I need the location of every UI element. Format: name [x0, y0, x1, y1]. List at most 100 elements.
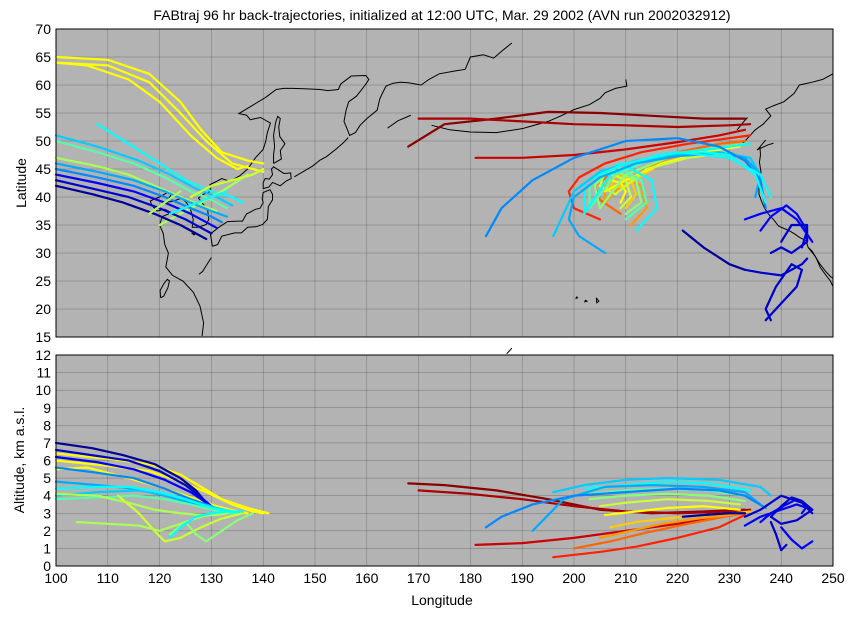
trajectory-14	[168, 190, 229, 215]
trajectory-2	[54, 61, 249, 171]
trajectory-15	[168, 510, 244, 539]
coastline-0	[149, 42, 513, 336]
coastline-13	[756, 142, 774, 151]
y-tick-label-2: 2	[43, 523, 51, 539]
x-tick-label-5: 150	[303, 570, 327, 586]
trajectory-0	[54, 452, 270, 515]
x-tick-label-6: 160	[355, 570, 379, 586]
latitude-tick-labels: 15 20 25 30 35 40 45 50 55 60 65 70	[35, 21, 51, 345]
coastline-19	[506, 347, 513, 355]
altitude-trajectories	[54, 441, 814, 559]
trajectory-23	[603, 505, 741, 517]
x-tick-label-3: 130	[200, 570, 224, 586]
y-tick-label-9: 60	[35, 77, 51, 93]
coastline-1	[209, 189, 274, 247]
y-tick-label-11: 70	[35, 21, 51, 37]
trajectory-37	[769, 520, 788, 552]
trajectory-6	[54, 156, 218, 213]
y-tick-label-0: 0	[43, 558, 51, 574]
altitude-frame	[55, 354, 834, 567]
trajectory-33	[769, 496, 814, 525]
trajectory-34	[681, 512, 747, 518]
longitude-axis-label: Longitude	[411, 592, 473, 608]
trajectory-21	[598, 512, 747, 539]
trajectory-38	[764, 263, 804, 322]
trajectory-25	[588, 492, 747, 503]
map-trajectories	[54, 55, 814, 322]
coastline-18	[584, 299, 589, 303]
coastline-14	[756, 139, 767, 151]
y-tick-label-0: 15	[35, 329, 51, 345]
y-tick-label-10: 10	[35, 382, 51, 398]
y-tick-label-4: 35	[35, 217, 51, 233]
trajectory-17	[417, 489, 752, 515]
trajectory-35	[769, 223, 809, 255]
trajectory-28	[552, 476, 772, 497]
map-frame	[55, 28, 834, 338]
x-tick-label-7: 170	[407, 570, 431, 586]
y-tick-label-3: 30	[35, 245, 51, 261]
coastline-10	[739, 73, 834, 147]
coastline-3	[273, 115, 286, 164]
x-tick-label-11: 210	[614, 570, 638, 586]
trajectory-3	[54, 134, 234, 207]
trajectory-37	[743, 257, 809, 277]
trajectory-36	[780, 526, 814, 550]
y-tick-label-8: 8	[43, 417, 51, 433]
longitude-tick-labels: 100 110 120 130 140 150 160 170 180 190 200 210 220 2…	[44, 570, 845, 586]
x-tick-label-4: 140	[252, 570, 276, 586]
trajectory-24	[598, 151, 731, 210]
trajectory-14	[168, 512, 254, 543]
y-tick-label-7: 7	[43, 435, 51, 451]
coastline-15	[736, 117, 748, 131]
trajectory-16	[407, 110, 747, 148]
x-tick-label-10: 200	[562, 570, 586, 586]
trajectory-0	[54, 55, 265, 165]
coastline-12	[807, 247, 834, 279]
y-tick-label-1: 20	[35, 301, 51, 317]
trajectory-13	[117, 494, 244, 543]
coastline-17	[575, 296, 579, 300]
trajectory-18	[474, 128, 747, 159]
y-tick-label-10: 65	[35, 49, 51, 65]
trajectory-31	[598, 151, 772, 199]
trajectory-29	[567, 152, 762, 255]
trajectory-15	[148, 190, 182, 215]
chart-title: FABtraj 96 hr back-trajectories, initial…	[153, 7, 730, 23]
y-tick-label-5: 40	[35, 189, 51, 205]
y-tick-label-12: 12	[35, 347, 51, 363]
coastline-4	[159, 278, 170, 299]
coastline-2	[262, 166, 292, 190]
trajectory-12	[75, 512, 218, 532]
y-tick-label-11: 11	[36, 365, 51, 381]
y-tick-label-6: 6	[43, 453, 51, 469]
y-tick-label-6: 45	[35, 161, 51, 177]
trajectory-11	[54, 492, 229, 517]
y-tick-label-9: 9	[43, 400, 51, 416]
trajectory-36	[681, 229, 747, 271]
y-tick-label-3: 3	[43, 505, 51, 521]
trajectory-10	[54, 167, 223, 224]
trajectory-9	[54, 162, 229, 218]
trajectory-5	[96, 123, 244, 204]
trajectory-24	[598, 498, 741, 508]
trajectory-31	[743, 503, 814, 527]
trajectory-4	[54, 139, 229, 210]
trajectory-35	[743, 494, 814, 518]
x-tick-label-14: 240	[770, 570, 794, 586]
map-plot-area	[56, 29, 833, 337]
trajectory-19	[552, 513, 747, 559]
y-tick-label-5: 5	[43, 470, 51, 486]
y-tick-label-1: 1	[43, 540, 51, 556]
trajectory-29	[531, 484, 762, 532]
altitude-axis-label: Altitude, km a.s.l.	[11, 407, 27, 514]
x-tick-label-9: 190	[511, 570, 535, 586]
coastline-7	[198, 257, 212, 275]
trajectory-17	[417, 117, 752, 129]
coastline-6	[294, 137, 349, 178]
latitude-axis-label: Latitude	[13, 158, 29, 208]
x-tick-label-0: 100	[44, 570, 68, 586]
y-tick-label-2: 25	[35, 273, 51, 289]
x-tick-label-8: 180	[459, 570, 483, 586]
